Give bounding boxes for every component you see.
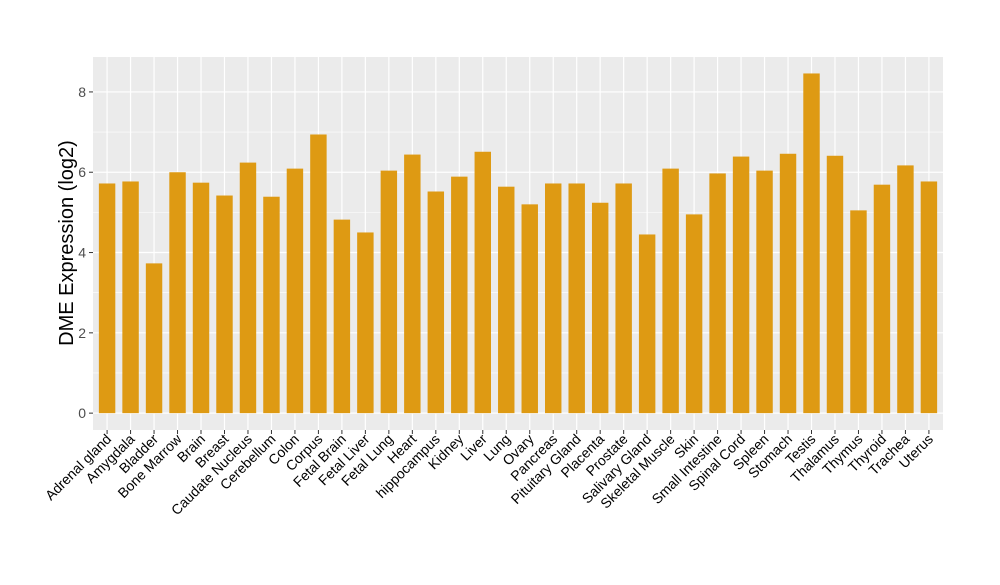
bar-spinal-cord	[732, 156, 750, 414]
bar-trachea	[897, 165, 914, 414]
bar-thyroid	[873, 184, 891, 414]
bar-skin	[685, 214, 703, 414]
bar-fetal-liver	[357, 232, 374, 414]
bars	[98, 73, 938, 414]
bar-uterus	[920, 181, 938, 414]
bar-kidney	[451, 176, 468, 414]
bar-corpus	[310, 134, 327, 414]
y-axis-label: DME Expression (log2)	[56, 140, 78, 346]
bar-prostate	[615, 183, 632, 414]
bar-lung	[498, 186, 515, 414]
y-tick-label: 2	[78, 325, 86, 341]
bar-placenta	[591, 202, 609, 414]
bar-heart	[404, 154, 421, 414]
bar-thymus	[850, 210, 867, 414]
bar-amygdala	[122, 181, 139, 414]
bar-ovary	[521, 204, 538, 414]
bar-hippocampus	[427, 191, 445, 414]
y-tick-label: 0	[78, 405, 86, 421]
bar-bone-marrow	[169, 172, 186, 414]
bar-pancreas	[545, 183, 562, 414]
bar-skeletal-muscle	[662, 168, 679, 414]
bar-small-intestine	[709, 173, 726, 414]
bar-spleen	[756, 170, 773, 414]
bar-colon	[286, 168, 304, 414]
bar-adrenal-gland	[98, 183, 116, 414]
y-axis: 0 2 4 6 8	[78, 84, 93, 421]
y-tick-label: 6	[78, 164, 86, 180]
plot-panel	[93, 57, 943, 430]
bar-cerebellum	[263, 196, 280, 414]
bar-fetal-lung	[380, 170, 398, 414]
y-tick-label: 8	[78, 84, 86, 100]
bar-brain	[192, 182, 210, 414]
bar-fetal-brain	[333, 219, 351, 414]
bar-stomach	[779, 153, 797, 414]
bar-caudate-nucleus	[239, 162, 257, 414]
y-tick-label: 4	[78, 245, 86, 261]
bar-thalamus	[826, 155, 844, 414]
bar-bladder	[145, 263, 163, 414]
bar-pituitary-gland	[568, 183, 585, 414]
bar-salivary-gland	[638, 234, 656, 414]
bar-liver	[474, 151, 491, 414]
bar-testis	[803, 73, 820, 414]
bar-breast	[216, 195, 233, 414]
